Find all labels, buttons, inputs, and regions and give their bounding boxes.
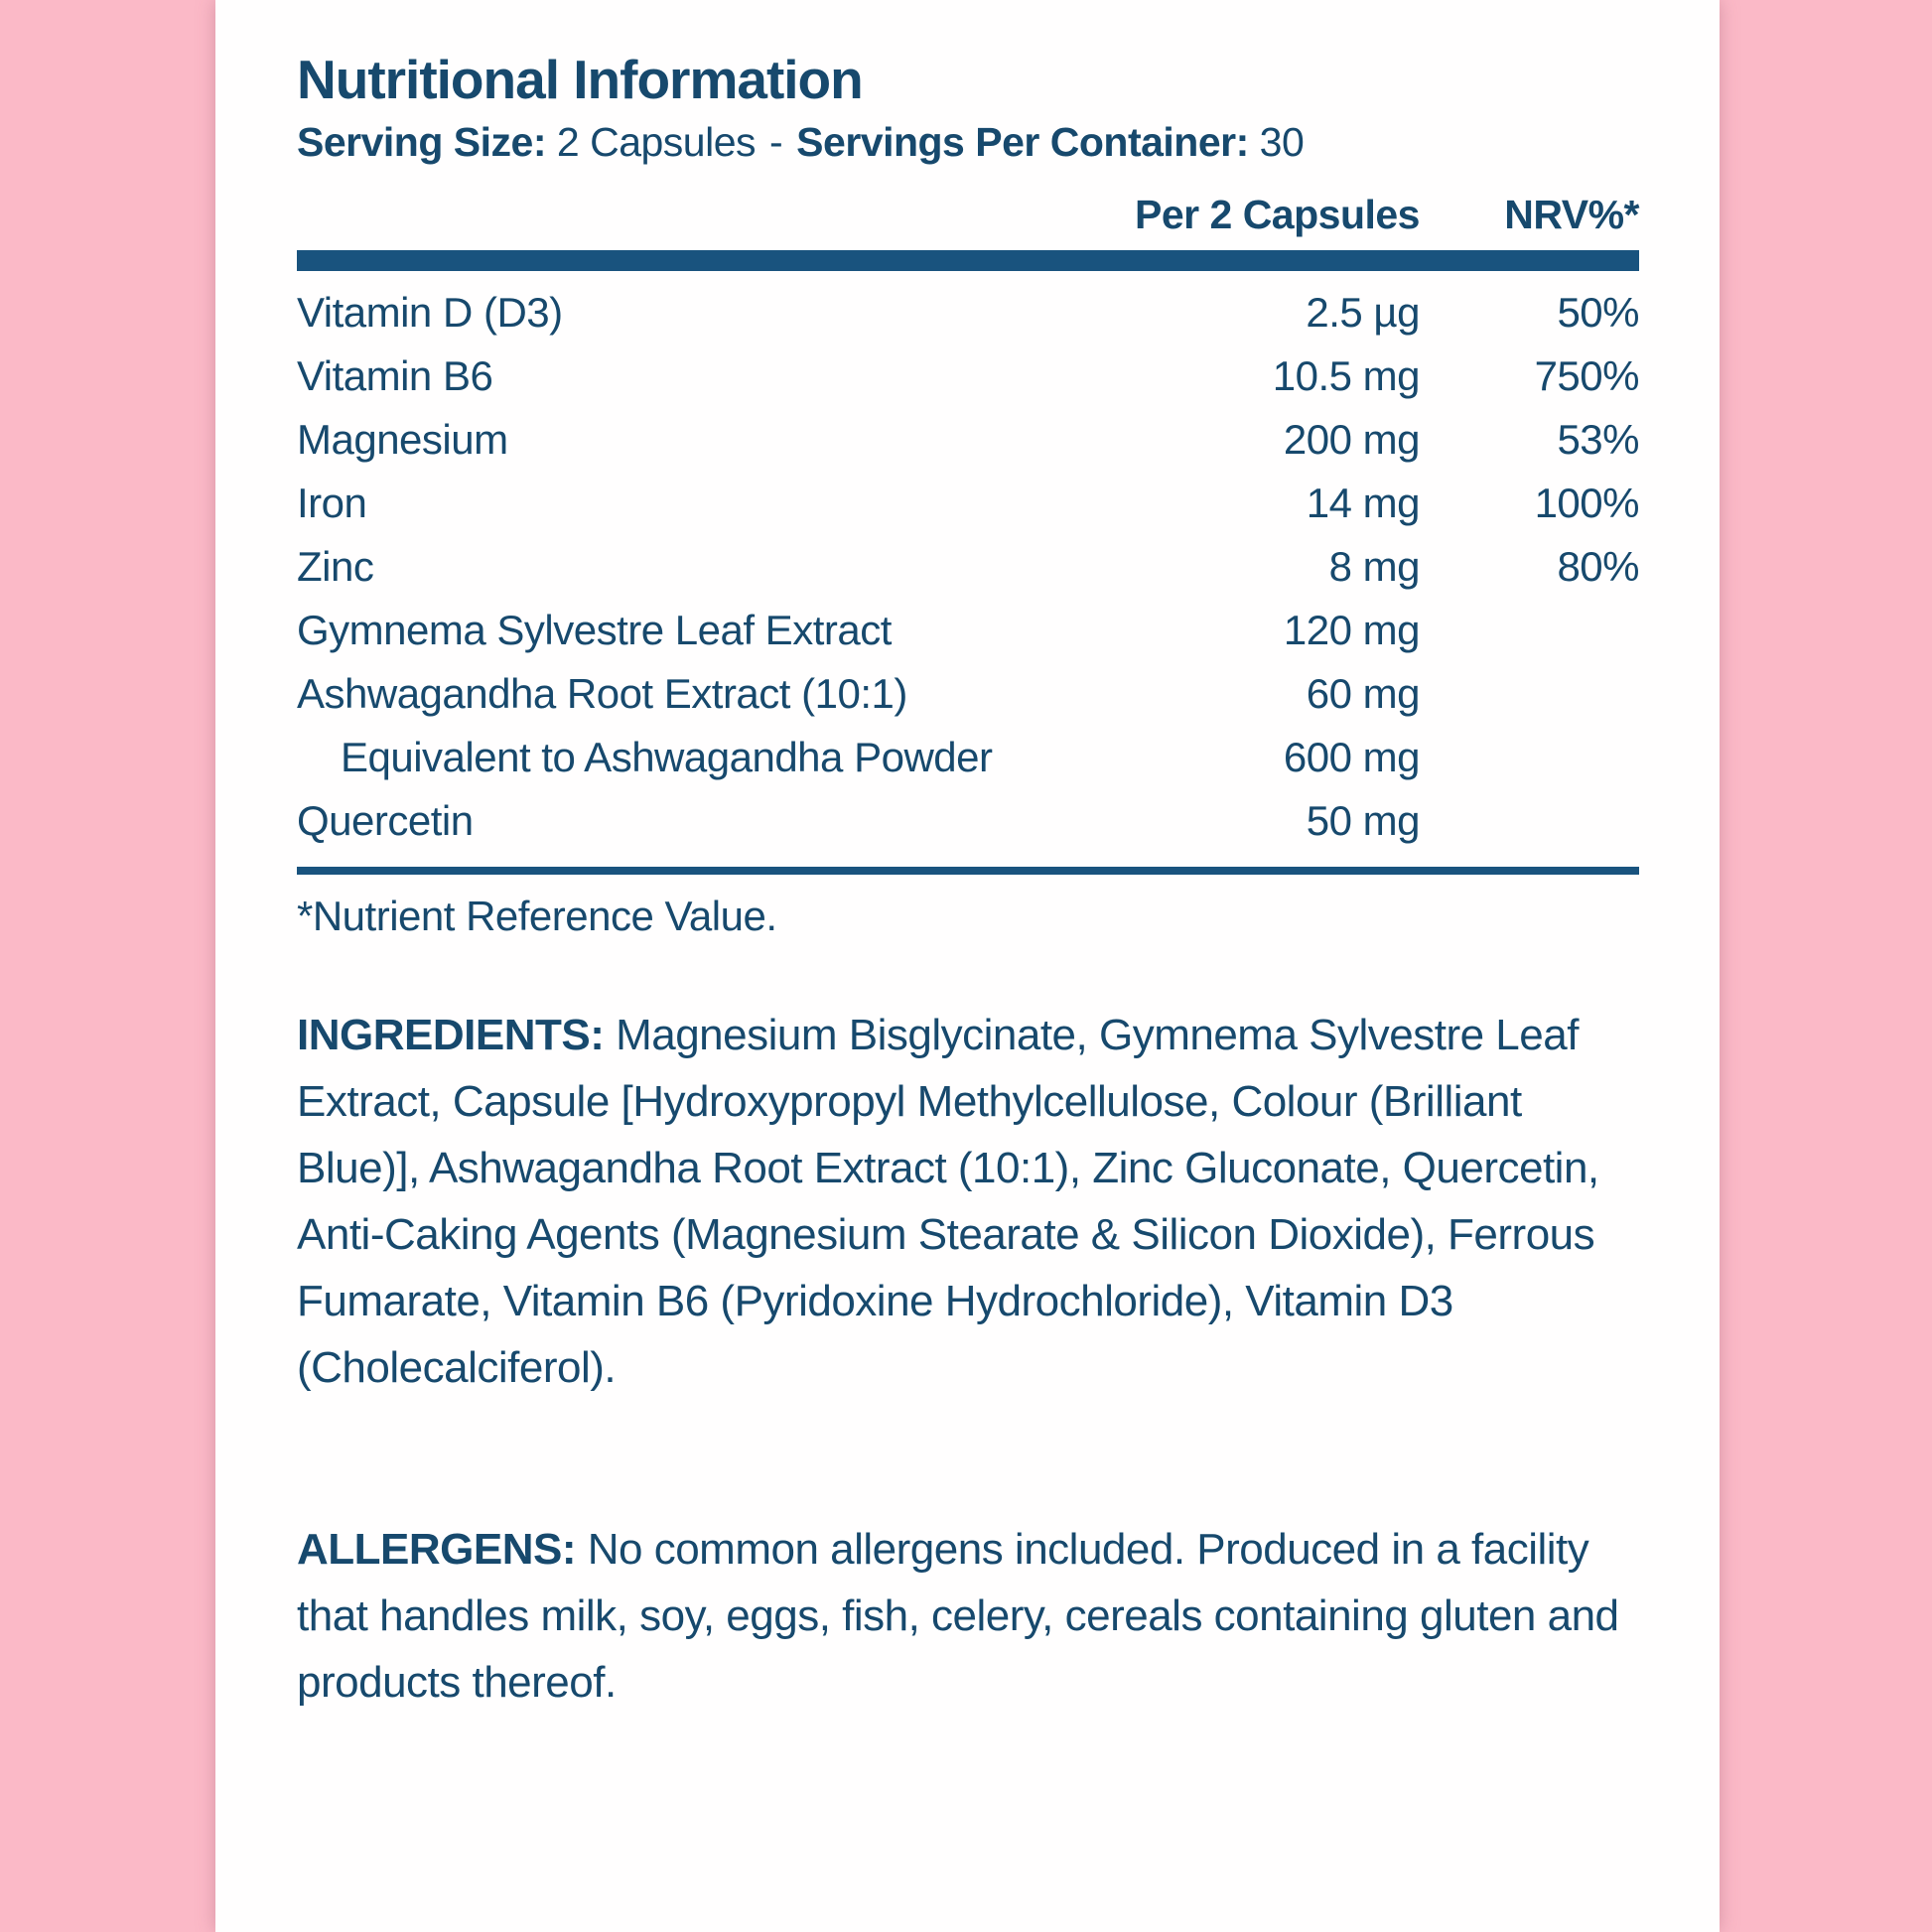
label-content: Nutritional Information Serving Size: 2 …	[297, 49, 1640, 1716]
nrv-footnote: *Nutrient Reference Value.	[297, 892, 777, 939]
ingredients-text: Magnesium Bisglycinate, Gymnema Sylvestr…	[297, 1010, 1599, 1392]
serving-size-value: 2 Capsules	[556, 118, 757, 165]
nutrient-nrv	[1420, 726, 1639, 789]
nutrient-nrv	[1420, 662, 1639, 726]
table-row: Gymnema Sylvestre Leaf Extract 120 mg	[297, 599, 1639, 662]
serving-size-line: Serving Size: 2 Capsules - Servings Per Co…	[297, 119, 1639, 166]
nutrient-name: Iron	[297, 479, 367, 526]
column-header-amount: Per 2 Capsules	[1135, 191, 1421, 237]
table-row: Ashwagandha Root Extract (10:1) 60 mg	[297, 662, 1639, 726]
separator-dash: -	[769, 118, 783, 165]
nutrient-nrv: 50%	[1557, 288, 1639, 336]
nutrient-nrv: 750%	[1534, 351, 1640, 399]
table-row: Vitamin D (D3) 2.5 µg 50%	[297, 281, 1640, 345]
allergens-text: No common allergens included. Produced i…	[297, 1524, 1619, 1707]
ingredients-label: INGREDIENTS:	[297, 1010, 605, 1059]
nutrient-amount: 14 mg	[1306, 479, 1421, 526]
nutrient-name: Equivalent to Ashwagandha Powder	[341, 733, 993, 780]
servings-per-container-value: 30	[1259, 118, 1305, 165]
nutrient-nrv: 53%	[1557, 415, 1639, 463]
nutrient-name: Gymnema Sylvestre Leaf Extract	[297, 606, 892, 653]
allergens-paragraph: ALLERGENS: No common allergens included.…	[297, 1516, 1639, 1716]
nutrient-name: Ashwagandha Root Extract (10:1)	[297, 669, 907, 717]
thick-divider	[297, 249, 1639, 271]
nutrient-name: Vitamin D (D3)	[297, 288, 563, 336]
serving-size-label: Serving Size:	[297, 118, 546, 165]
column-header-nrv: NRV%*	[1504, 191, 1639, 237]
nutrient-amount: 10.5 mg	[1272, 351, 1421, 399]
table-row: Quercetin 50 mg	[297, 789, 1639, 853]
table-header: Per 2 Capsules NRV%*	[297, 191, 1640, 250]
table-row: Vitamin B6 10.5 mg 750%	[297, 345, 1640, 408]
nutrient-amount: 50 mg	[1306, 796, 1421, 844]
nutrient-nrv: 80%	[1557, 542, 1639, 590]
servings-per-container-label: Servings Per Container:	[796, 118, 1249, 165]
table-row: Iron 14 mg 100%	[297, 472, 1640, 535]
nutrient-amount: 60 mg	[1306, 669, 1421, 717]
nutrient-name: Magnesium	[297, 415, 508, 463]
label-panel: Nutritional Information Serving Size: 2 …	[215, 0, 1720, 1932]
nutrition-table-body: Vitamin D (D3) 2.5 µg 50% Vitamin B6 10.5 mg…	[297, 281, 1640, 853]
nutrient-name: Quercetin	[297, 796, 474, 844]
ingredients-paragraph: INGREDIENTS: Magnesium Bisglycinate, Gym…	[297, 1002, 1639, 1401]
nutrient-amount: 2.5 µg	[1306, 288, 1420, 336]
nutrient-amount: 200 mg	[1283, 415, 1421, 463]
nutrient-name: Vitamin B6	[297, 351, 493, 399]
table-row: Equivalent to Ashwagandha Powder 600 mg	[297, 726, 1639, 789]
nutrient-nrv	[1420, 789, 1639, 853]
nutrient-nrv: 100%	[1534, 479, 1640, 526]
allergens-label: ALLERGENS:	[297, 1524, 577, 1574]
nutrient-name: Zinc	[297, 542, 374, 590]
nutrient-nrv	[1420, 599, 1639, 662]
page-title: Nutritional Information	[297, 49, 864, 110]
nutrient-amount: 600 mg	[1283, 733, 1421, 780]
thin-divider	[297, 866, 1639, 875]
nutrient-amount: 120 mg	[1283, 606, 1421, 653]
nutrient-amount: 8 mg	[1328, 542, 1421, 590]
table-row: Zinc 8 mg 80%	[297, 535, 1640, 599]
table-row: Magnesium 200 mg 53%	[297, 408, 1640, 472]
